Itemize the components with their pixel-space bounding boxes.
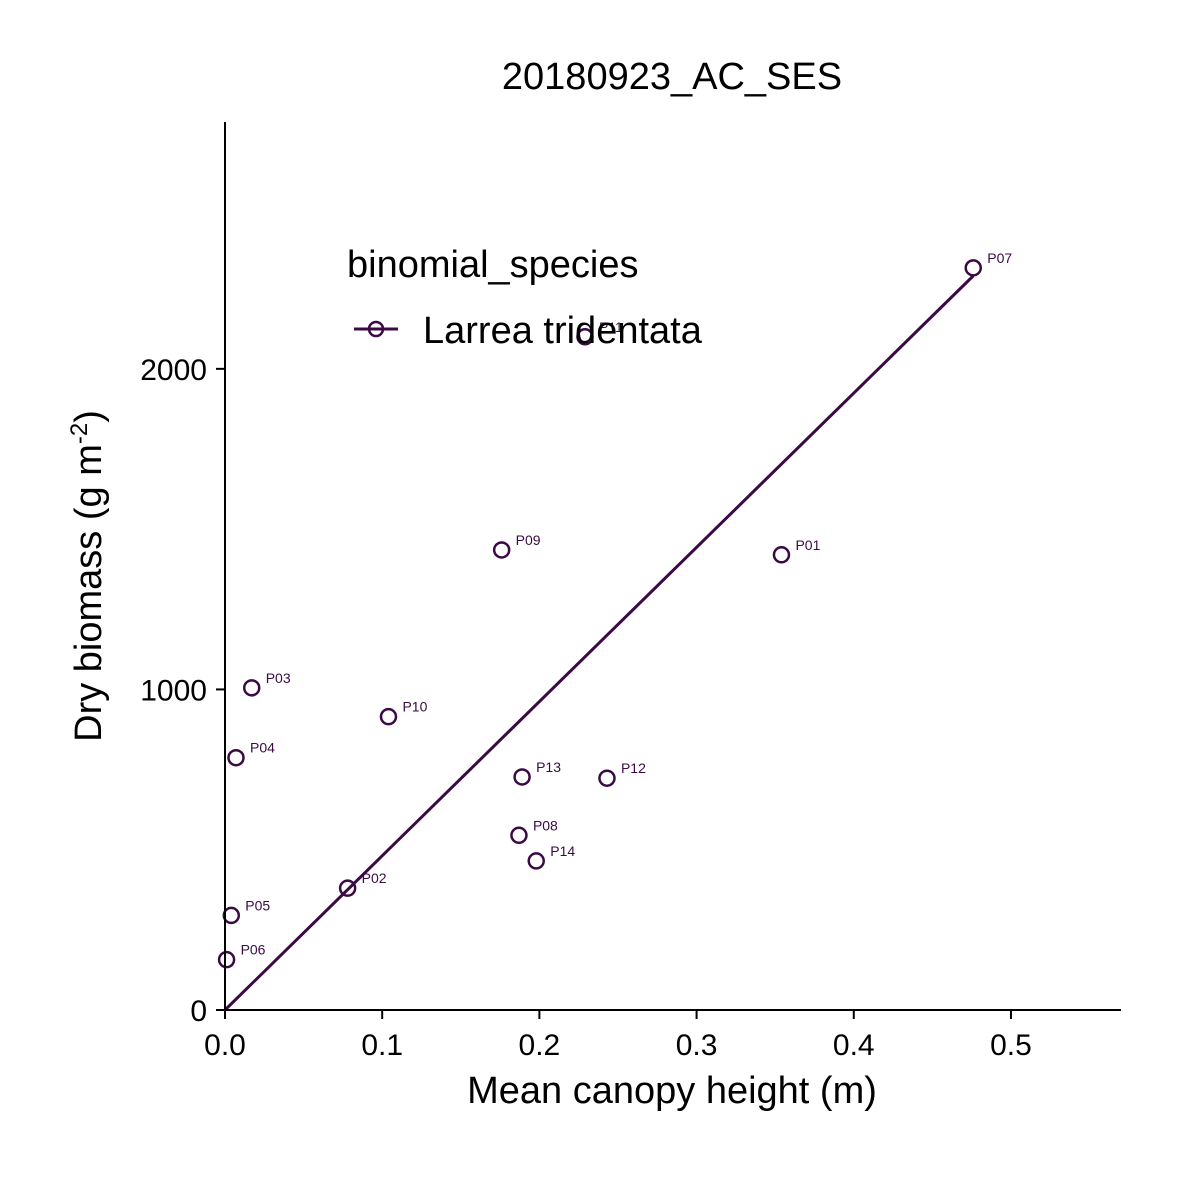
point-label: P06 [241, 942, 266, 958]
legend: binomial_species Larrea tridentata [347, 244, 703, 352]
point-label: P14 [550, 843, 575, 859]
data-point [964, 259, 982, 277]
data-point [510, 826, 528, 845]
data-point [242, 679, 261, 697]
fit-line [223, 274, 975, 1012]
legend-title: binomial_species [347, 244, 639, 286]
fit-line-layer [223, 274, 975, 1012]
data-point [513, 768, 531, 786]
point-label: P09 [516, 532, 541, 548]
data-point [379, 707, 398, 726]
point-label: P12 [621, 760, 646, 776]
y-axis-title-main: Dry biomass (g m [68, 444, 110, 742]
point-label: P01 [795, 537, 820, 553]
data-point [227, 748, 245, 767]
x-tick-label: 0.1 [361, 1029, 403, 1062]
y-axis-title-end: ) [68, 410, 110, 423]
x-tick-label: 0.5 [990, 1029, 1032, 1062]
point-label: P07 [987, 250, 1012, 266]
y-tick-label: 0 [190, 995, 207, 1028]
points-layer: P01 P02 P03 P04 P05 P06 P07 P08 P09 P10 P11 P12 P13 P… [217, 250, 1012, 969]
y-axis-title: Dry biomass (g m-2) [66, 410, 110, 742]
x-tick-label: 0.4 [833, 1029, 875, 1062]
point-label: P04 [250, 740, 275, 756]
chart-title: 20180923_AC_SES [502, 56, 842, 98]
x-tick-label: 0.0 [204, 1029, 246, 1062]
data-point [576, 328, 594, 346]
data-point [222, 906, 241, 925]
x-axis-title: Mean canopy height (m) [467, 1070, 877, 1112]
point-label: P11 [599, 319, 623, 335]
data-point [772, 546, 791, 564]
data-point [527, 852, 545, 870]
y-tick-label: 1000 [140, 674, 207, 707]
data-point [338, 879, 357, 897]
data-point [217, 950, 236, 969]
x-tick-label: 0.2 [519, 1029, 561, 1062]
point-label: P10 [402, 699, 427, 715]
point-label: P05 [245, 897, 270, 913]
y-axis-ticks: 0 1000 2000 [140, 354, 225, 1028]
x-tick-label: 0.3 [676, 1029, 718, 1062]
plot-area: P01 P02 P03 P04 P05 P06 P07 P08 P09 P10 P11 P12 P13 P… [217, 250, 1012, 1012]
y-axis-title-superscript: -2 [66, 423, 93, 444]
data-point [492, 541, 511, 559]
point-label: P02 [362, 870, 387, 886]
point-label: P08 [533, 817, 558, 833]
x-axis-ticks: 0.0 0.1 0.2 0.3 0.4 0.5 [204, 1010, 1032, 1062]
point-label: P13 [536, 759, 561, 775]
point-label: P03 [266, 670, 291, 686]
legend-key-marker [367, 320, 385, 338]
legend-entry-label: Larrea tridentata [423, 310, 703, 352]
data-point [598, 769, 616, 787]
y-tick-label: 2000 [140, 354, 207, 387]
